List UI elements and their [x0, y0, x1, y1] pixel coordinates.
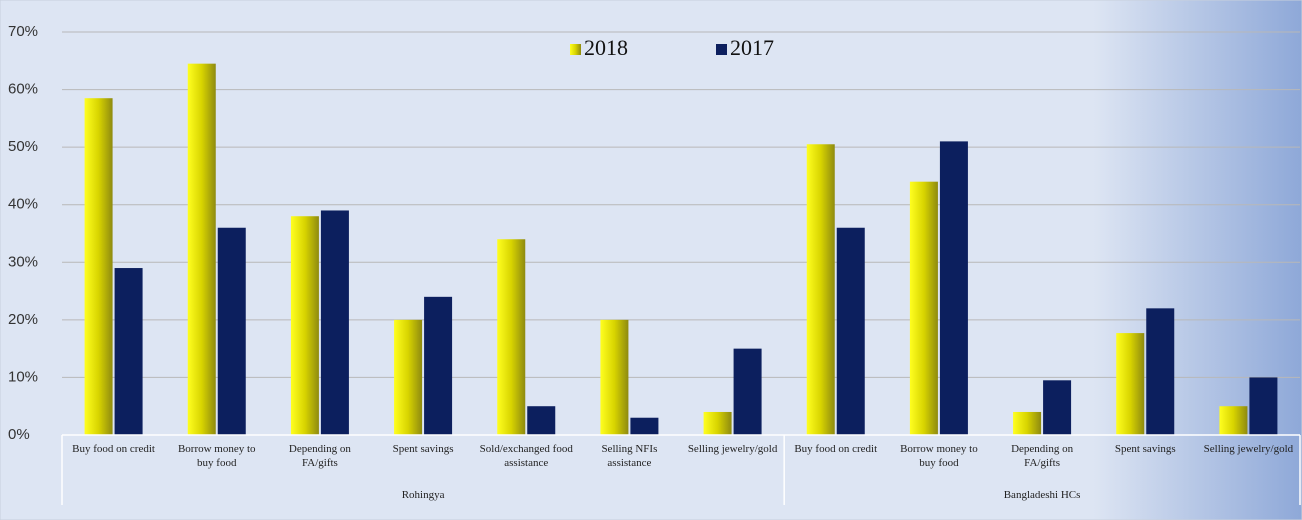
- legend-label: 2017: [730, 35, 774, 60]
- bar: [114, 268, 143, 435]
- bar: [630, 417, 659, 435]
- bar: [1013, 411, 1042, 435]
- bar: [394, 319, 423, 435]
- x-tick-label: Spent savings: [392, 443, 454, 455]
- bar: [1219, 406, 1248, 435]
- y-tick-label: 40%: [8, 196, 38, 213]
- x-tick-label: Borrow money to buy food: [900, 443, 978, 469]
- bar: [527, 406, 556, 435]
- bar: [217, 227, 246, 435]
- x-tick-label: Spent savings: [1114, 443, 1176, 455]
- y-tick-label: 50%: [8, 138, 38, 155]
- bar: [703, 411, 732, 435]
- group-label: Bangladeshi HCs: [1003, 489, 1081, 501]
- x-tick-label: Sold/exchanged food assistance: [479, 443, 573, 469]
- bar: [909, 181, 938, 435]
- y-tick-label: 70%: [8, 23, 38, 40]
- bar: [497, 239, 526, 435]
- bar: [1146, 308, 1175, 435]
- bar: [806, 144, 835, 435]
- bar: [1116, 333, 1145, 435]
- bar: [600, 319, 629, 435]
- group-label: Rohingya: [401, 489, 445, 501]
- bar: [939, 141, 968, 435]
- bar: [320, 210, 349, 435]
- x-tick-label: Selling jewelry/gold: [1203, 443, 1294, 455]
- x-tick-label: Depending on FA/gifts: [1011, 443, 1074, 469]
- x-tick-label: Selling NFIs assistance: [601, 443, 658, 469]
- x-tick-label: Buy food on credit: [794, 443, 878, 455]
- y-tick-label: 60%: [8, 81, 38, 98]
- x-tick-label: Borrow money to buy food: [177, 443, 256, 469]
- y-tick-label: 10%: [8, 368, 38, 385]
- bar: [424, 296, 453, 435]
- legend-swatch: [716, 44, 727, 55]
- legend-swatch: [570, 44, 581, 55]
- x-tick-label: Buy food on credit: [72, 443, 155, 455]
- y-tick-label: 30%: [8, 253, 38, 270]
- bar: [733, 348, 762, 435]
- x-tick-label: Selling jewelry/gold: [687, 443, 778, 455]
- bar: [1249, 377, 1278, 435]
- bar: [290, 216, 319, 435]
- bar: [836, 227, 865, 435]
- y-tick-label: 0%: [8, 426, 30, 443]
- y-tick-label: 20%: [8, 311, 38, 328]
- bar: [187, 63, 216, 436]
- x-tick-label: Depending on FA/gifts: [288, 443, 351, 469]
- bar: [1043, 380, 1072, 435]
- bar: [84, 98, 113, 435]
- legend-label: 2018: [584, 35, 628, 60]
